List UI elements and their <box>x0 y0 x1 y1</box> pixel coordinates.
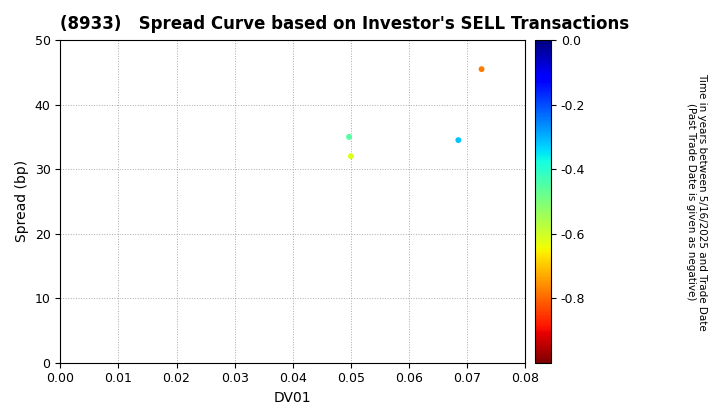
Y-axis label: Time in years between 5/16/2025 and Trade Date
(Past Trade Date is given as nega: Time in years between 5/16/2025 and Trad… <box>685 73 707 330</box>
X-axis label: DV01: DV01 <box>274 391 312 405</box>
Text: (8933)   Spread Curve based on Investor's SELL Transactions: (8933) Spread Curve based on Investor's … <box>60 15 629 33</box>
Point <box>343 134 355 140</box>
Y-axis label: Spread (bp): Spread (bp) <box>15 160 29 242</box>
Point <box>453 137 464 144</box>
Point <box>345 153 356 160</box>
Point <box>476 66 487 73</box>
